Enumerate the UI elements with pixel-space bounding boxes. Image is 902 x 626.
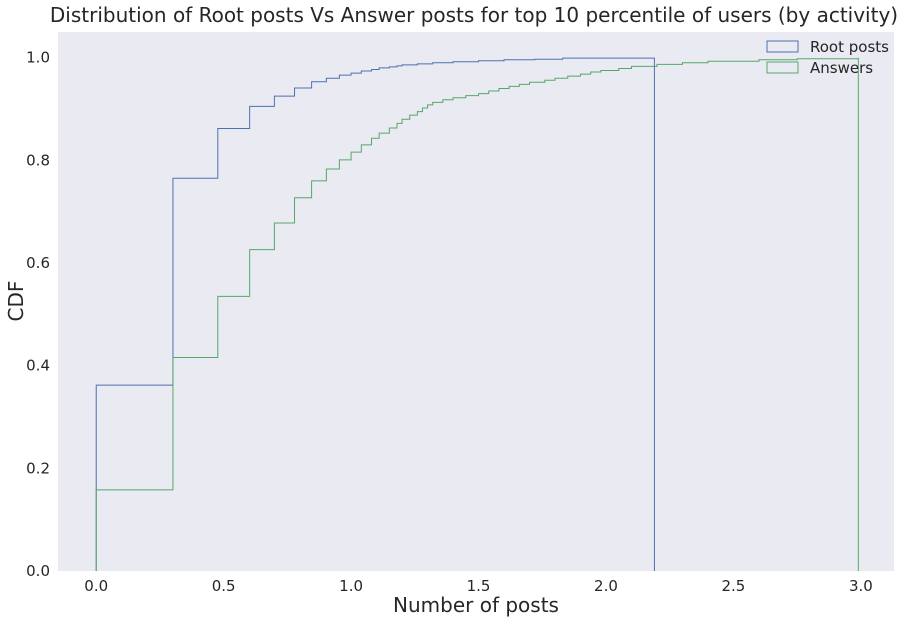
y-tick-label: 0.6	[26, 254, 50, 272]
x-tick-label: 0.5	[212, 577, 236, 595]
legend: Root posts Answers	[766, 38, 889, 77]
series-lines	[95, 57, 859, 571]
x-tick-label: 3.0	[849, 577, 873, 595]
x-tick-label: 2.5	[722, 577, 746, 595]
x-tick-label: 1.5	[467, 577, 491, 595]
x-tick-label: 0.0	[84, 577, 108, 595]
y-tick-label: 1.0	[26, 49, 50, 67]
y-tick-label: 0.4	[26, 357, 50, 375]
y-axis-ticks: 0.0 0.2 0.4 0.6 0.8 1.0	[26, 49, 50, 580]
series-line-1	[95, 57, 859, 571]
y-axis-label: CDF	[4, 281, 28, 322]
legend-swatch-1	[766, 61, 799, 74]
chart-title: Distribution of Root posts Vs Answer pos…	[50, 3, 898, 27]
legend-label-0: Root posts	[810, 38, 889, 56]
y-tick-label: 0.8	[26, 151, 50, 169]
x-tick-label: 2.0	[594, 577, 618, 595]
plot-background	[58, 32, 894, 571]
y-tick-label: 0.0	[26, 562, 50, 580]
x-axis-ticks: 0.0 0.5 1.0 1.5 2.0 2.5 3.0	[84, 577, 872, 595]
x-tick-label: 1.0	[339, 577, 363, 595]
y-tick-label: 0.2	[26, 459, 50, 477]
legend-swatch-0	[766, 40, 799, 53]
series-line-0	[95, 57, 655, 571]
legend-label-1: Answers	[810, 59, 873, 77]
x-axis-label: Number of posts	[393, 593, 559, 617]
